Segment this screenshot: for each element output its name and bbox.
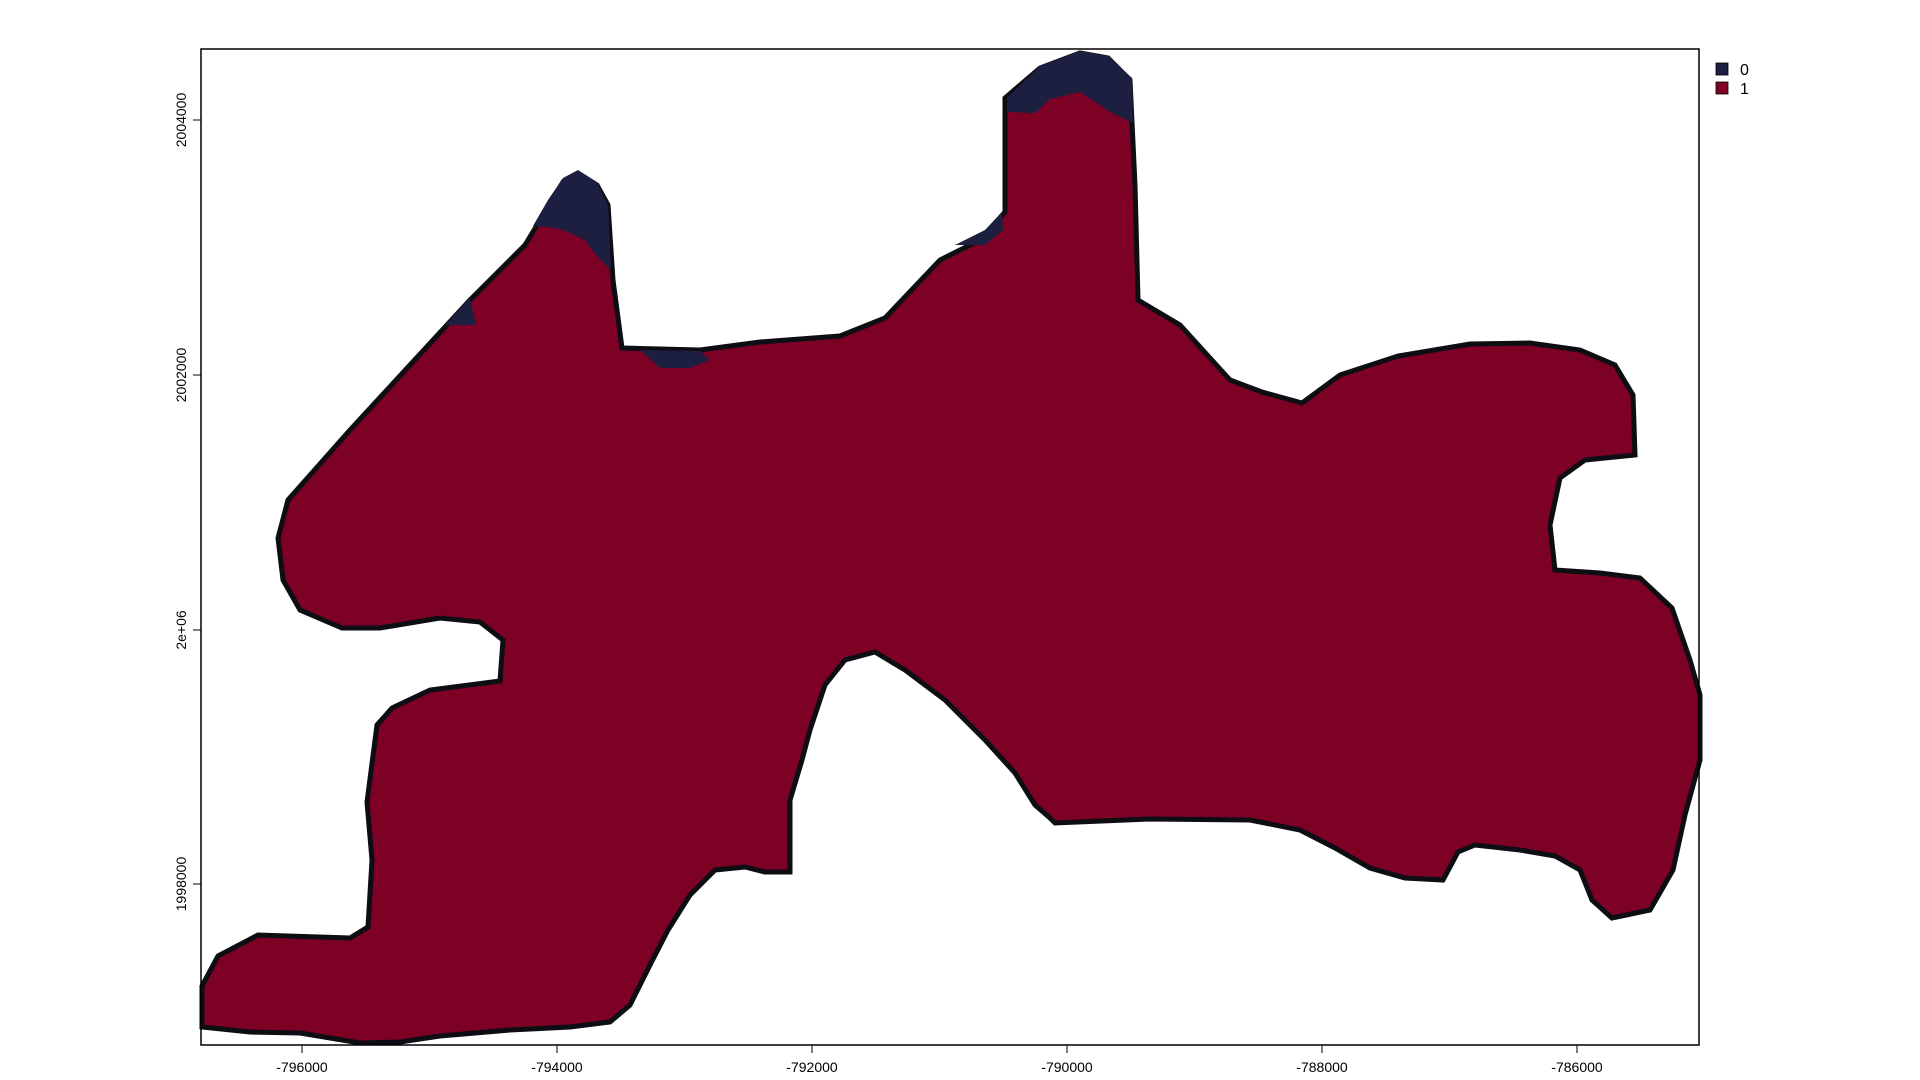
legend: 0 1 [1715, 62, 1749, 98]
class-0-patch-saddle-mid [640, 350, 710, 368]
x-tick-label: -790000 [1041, 1059, 1093, 1075]
x-axis: -796000 -794000 -792000 -790000 -788000 … [276, 1045, 1603, 1075]
class-0-patch-right-peak [1007, 51, 1133, 123]
y-tick-label: 2e+06 [173, 610, 189, 650]
y-axis: 1998000 2e+06 2002000 2004000 [173, 93, 201, 912]
y-tick-label: 1998000 [173, 857, 189, 912]
class-1-region [199, 50, 1703, 1046]
class-0-patch-saddle-right [955, 212, 1003, 245]
class-0-patch-left-shoulder [445, 298, 476, 325]
y-tick-label: 2002000 [173, 348, 189, 403]
legend-label-0: 0 [1740, 62, 1749, 79]
y-tick-label: 2004000 [173, 93, 189, 148]
x-tick-label: -786000 [1551, 1059, 1603, 1075]
class-0-patches [445, 51, 1133, 368]
legend-swatch-0 [1715, 62, 1729, 76]
legend-label-1: 1 [1740, 81, 1749, 98]
class-0-patch-left-peak [533, 170, 611, 270]
raster-layer [199, 50, 1703, 1046]
x-tick-label: -794000 [531, 1059, 583, 1075]
x-tick-label: -792000 [786, 1059, 838, 1075]
legend-swatch-1 [1715, 81, 1729, 95]
x-tick-label: -796000 [276, 1059, 328, 1075]
x-tick-label: -788000 [1296, 1059, 1348, 1075]
plot-frame [200, 48, 1700, 1046]
